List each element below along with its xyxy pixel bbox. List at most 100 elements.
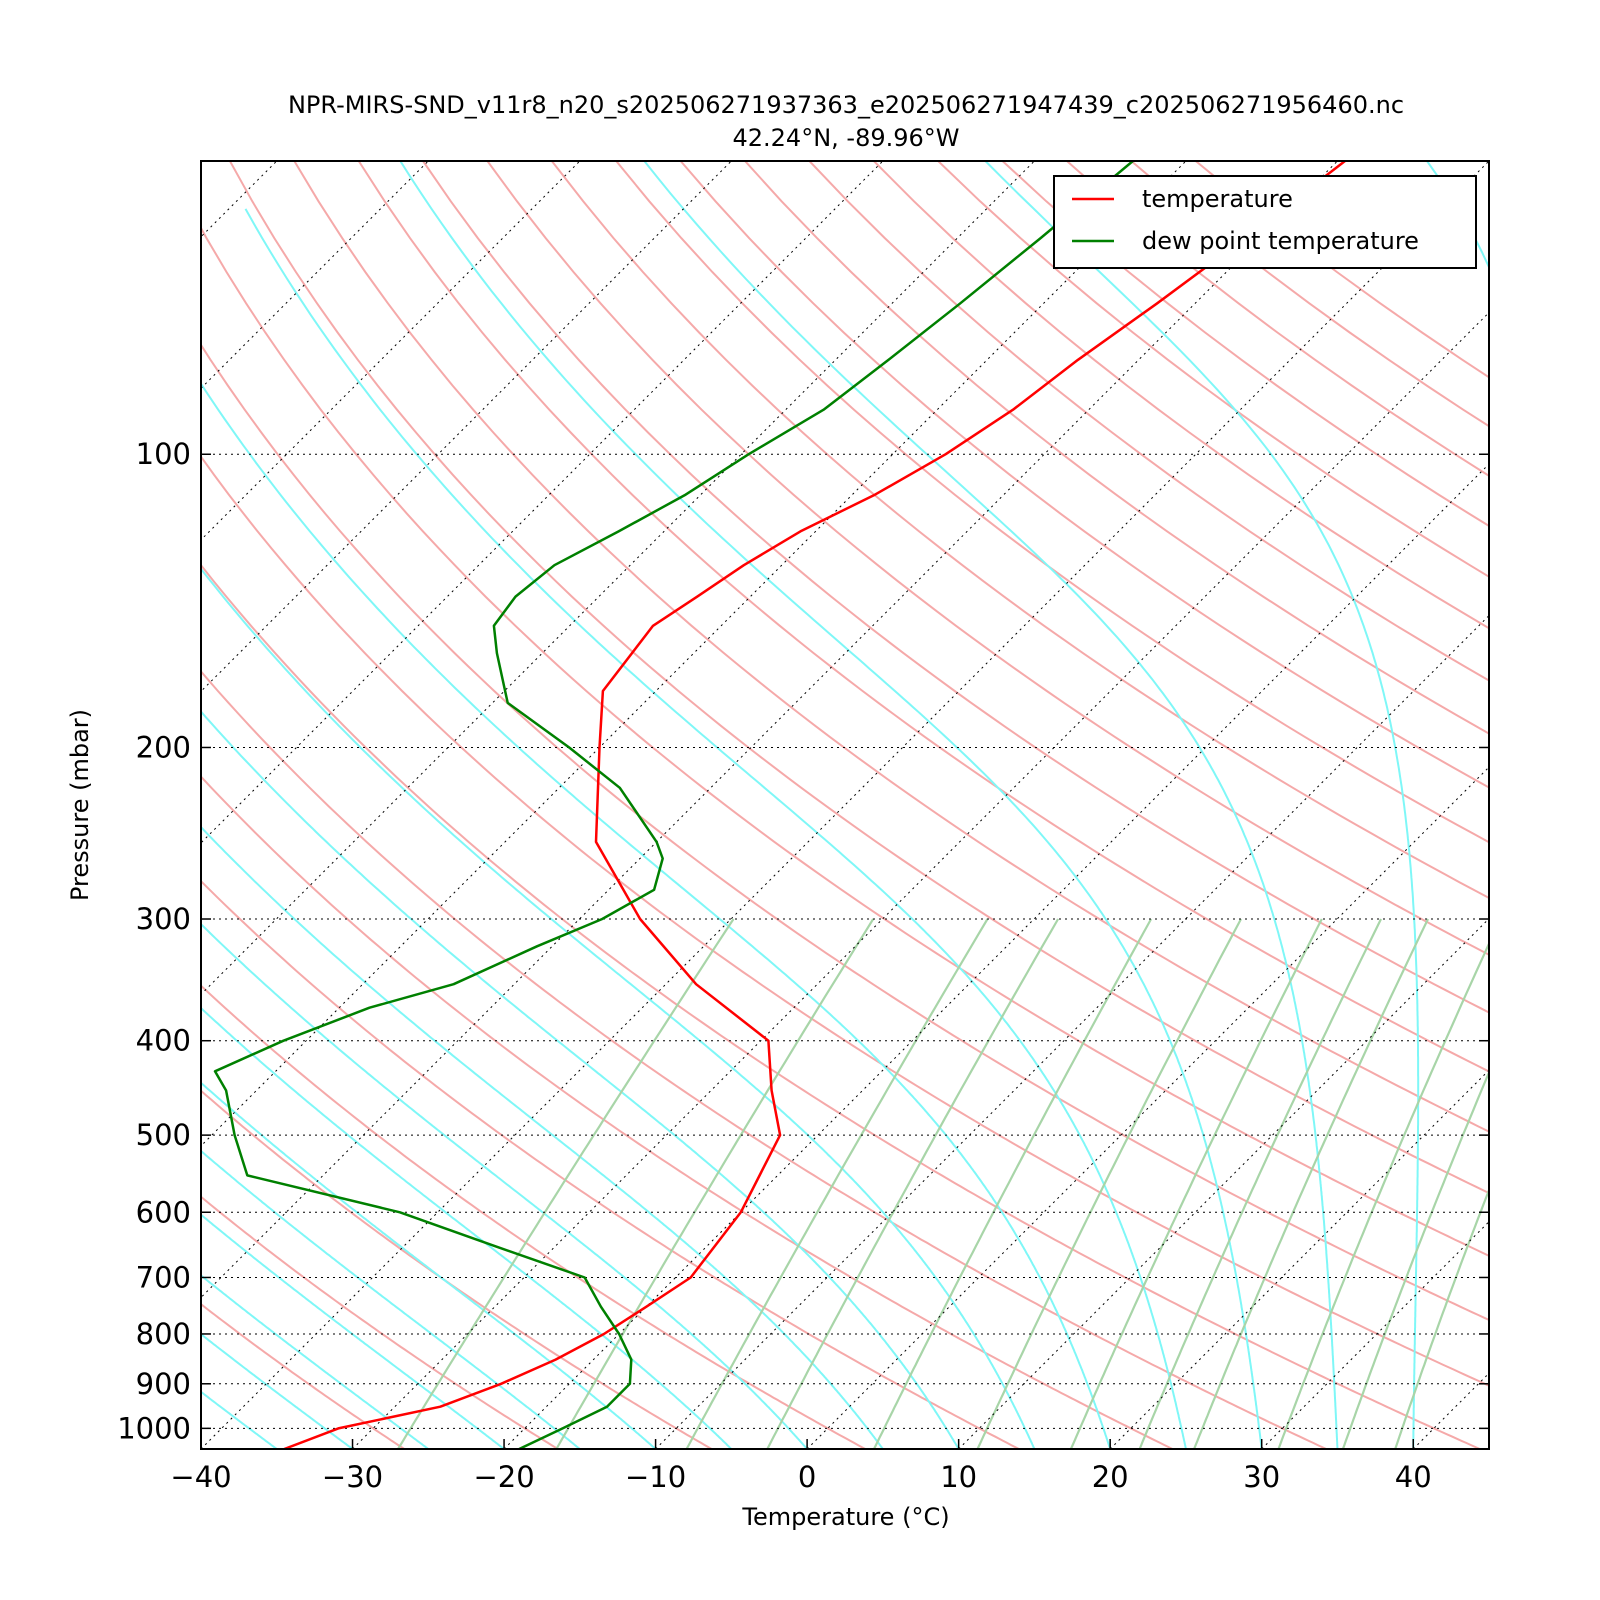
x-tick-label: 10 [940,1460,977,1494]
data-series [213,161,1346,1449]
plot-frame [200,160,1490,1450]
isotherm-gridline [201,161,1338,1299]
dewpoint-line [213,161,1134,1449]
y-tick-label: 300 [136,902,191,936]
x-axis-ticks: −40 −30 −20 −10 0 10 20 30 40 [170,1439,1432,1494]
moist-adiabat-line [201,1006,733,1449]
isotherm-gridline [201,161,732,693]
dry-adiabat-line [486,161,1489,956]
dry-adiabat-line [201,454,1489,1387]
mixing-ratio-line [1138,918,1382,1449]
y-tick-label: 600 [136,1195,191,1229]
x-tick-label: −20 [473,1460,534,1494]
moist-adiabat-line [201,825,884,1449]
dry-adiabat-line [615,161,1489,844]
y-tick-label: 900 [136,1367,191,1401]
x-tick-label: −40 [170,1460,231,1494]
moist-adiabat-line [201,1274,429,1449]
dry-adiabat-line [201,343,1489,1322]
dry-adiabat-line [873,161,1489,630]
dry-adiabat-line [1066,161,1489,478]
x-tick-label: 40 [1395,1460,1432,1494]
chart-title-line1: NPR-MIRS-SND_v11r8_n20_s202506271937363_… [288,91,1404,119]
dry-adiabat-line [201,879,1020,1449]
dry-adiabat-line [201,226,1489,1257]
dry-adiabat-line [293,161,1489,1133]
dry-adiabat-line [744,161,1489,735]
isotherm-gridline [806,766,1489,1449]
y-tick-label: 200 [136,730,191,764]
legend-box [1053,175,1477,269]
dry-adiabat-line [937,161,1489,578]
mixing-ratio-line [1277,941,1489,1449]
legend: temperature dew point temperature [1053,175,1477,269]
moist-adiabat-line [244,208,1187,1449]
mixing-ratio-line [1341,1069,1489,1449]
dry-adiabat-line [357,161,1489,1073]
moist-adiabat-line [201,1332,354,1449]
moist-adiabat-line [201,382,1112,1449]
mixing-ratio-line [873,918,1153,1449]
moist-adiabat-line [643,161,1339,1449]
mixing-ratio-line [766,918,1060,1449]
temperature-line [283,161,1346,1449]
y-tick-label: 700 [136,1260,191,1294]
moist-adiabat-line [201,922,808,1449]
dry-adiabat-line [201,1089,713,1449]
mixing-ratio-line [1193,918,1429,1449]
isotherm-gridline [201,161,429,390]
mixing-ratio-line [1069,918,1323,1449]
isotherm-gridline [655,614,1489,1449]
dry-adiabat-line [679,161,1489,789]
legend-label-dewpoint: dew point temperature [1142,227,1419,255]
dry-adiabat-line [201,984,866,1449]
y-tick-label: 1000 [117,1411,191,1445]
isotherm-gridline [1261,1220,1489,1449]
isotherm-gridline [958,917,1489,1449]
isotherm-gridline [201,161,1489,1449]
mixing-ratio-line [685,918,989,1449]
moist-adiabat-line [201,710,960,1449]
gridlines [0,161,1600,1449]
y-axis-ticks: 100 200 300 400 500 600 700 800 900 1000 [117,437,1489,1445]
isotherm-gridline [1412,1372,1489,1449]
isotherm-gridline [1565,161,1600,1449]
isotherm-gridline [352,311,1489,1449]
isotherm-gridline [0,161,125,1449]
x-tick-label: −10 [625,1460,686,1494]
legend-label-temperature: temperature [1142,185,1293,213]
moist-adiabat-line [201,1081,657,1449]
y-tick-label: 100 [136,437,191,471]
dry-adiabat-line [201,775,1173,1449]
dry-adiabat-line [201,563,1481,1449]
mixing-ratio-line [555,918,875,1449]
x-tick-label: 30 [1243,1460,1280,1494]
mixing-ratio-line [1394,1187,1489,1449]
isotherm-gridline [201,161,1187,1147]
dry-adiabat-line [201,670,1327,1449]
mixing-ratio-line [397,918,735,1449]
moist-adiabat-line [201,567,1036,1449]
y-tick-label: 800 [136,1317,191,1351]
x-tick-label: 0 [798,1460,816,1494]
x-tick-label: −30 [322,1460,383,1494]
dry-adiabat-line [229,161,1489,1195]
y-axis-label: Pressure (mbar) [66,709,94,901]
dry-adiabat-line [551,161,1489,900]
y-tick-label: 500 [136,1118,191,1152]
dry-adiabat-line [422,161,1489,1014]
dry-adiabat-line [1195,161,1489,379]
chart-title-line2: 42.24°N, -89.96°W [732,124,959,152]
dry-adiabat-line [1001,161,1489,528]
isotherm-gridline [201,161,884,844]
mixing-ratio-line [976,918,1242,1449]
dry-adiabat-line [808,161,1489,682]
background-lines [201,161,1489,1449]
moist-adiabat-line [399,161,1263,1449]
dry-adiabat-line [1130,161,1489,428]
y-tick-label: 400 [136,1024,191,1058]
x-axis-label: Temperature (°C) [741,1503,949,1531]
x-tick-label: 20 [1092,1460,1129,1494]
